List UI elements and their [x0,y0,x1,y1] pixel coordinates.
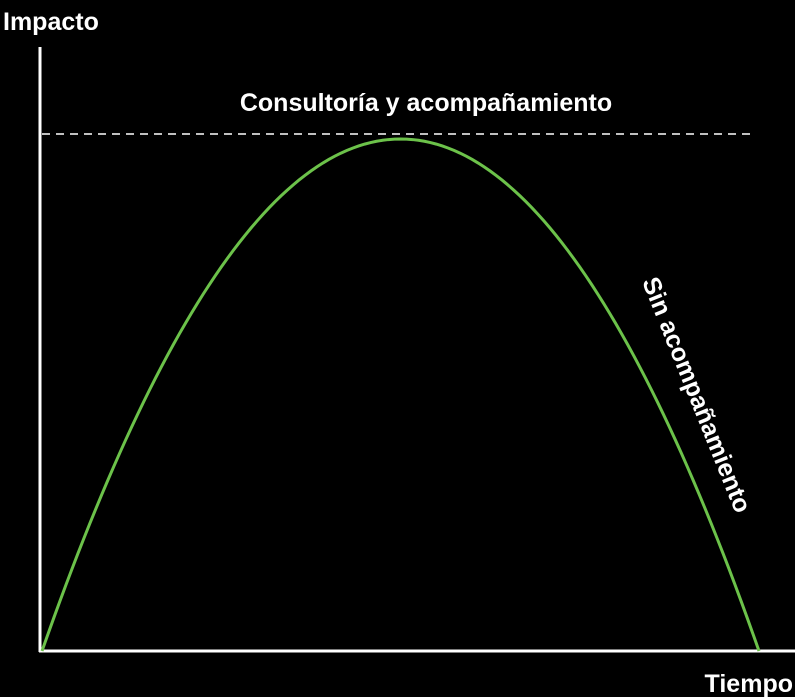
x-axis-label: Tiempo [705,670,793,697]
series-line-sin-acompanamiento [40,137,761,652]
y-axis-label: Impacto [3,8,99,36]
reference-line-label: Consultoría y acompañamiento [240,89,612,117]
